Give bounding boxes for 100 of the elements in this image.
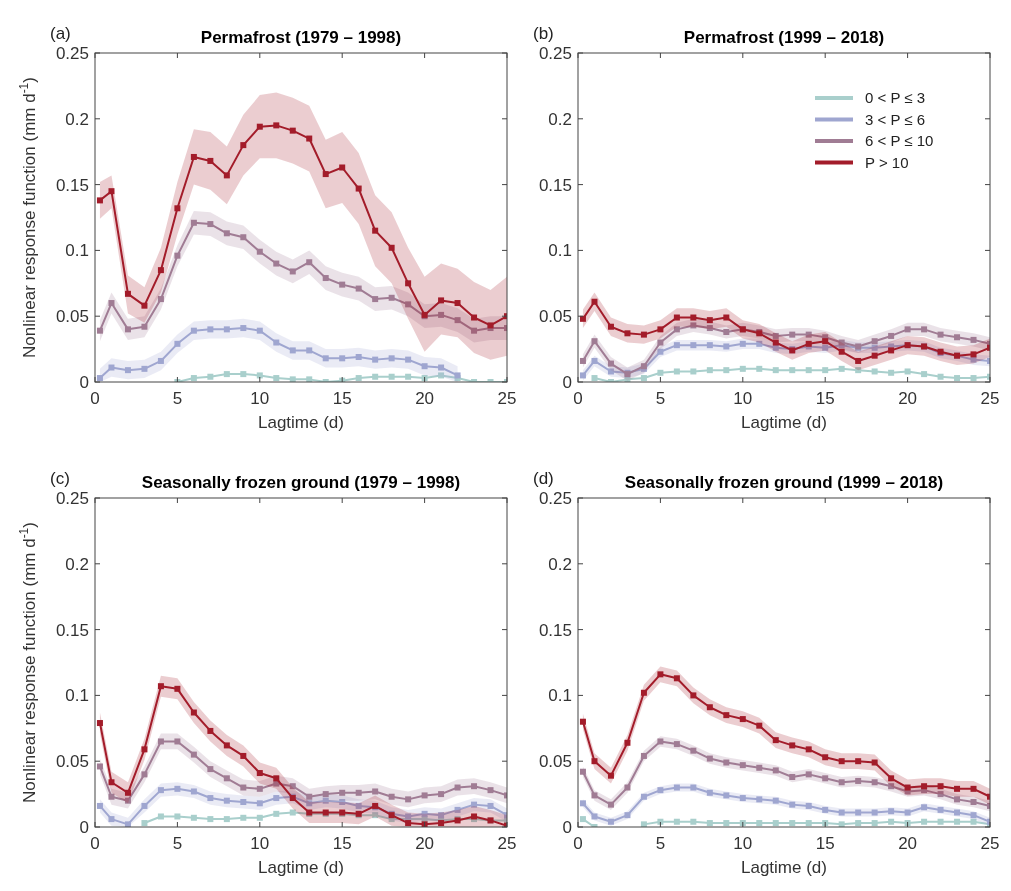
point: [756, 722, 763, 729]
point: [921, 818, 928, 825]
legend-label: 3 < P ≤ 6: [865, 110, 926, 128]
point: [937, 373, 944, 380]
point: [607, 368, 614, 375]
point: [838, 809, 845, 816]
point: [921, 371, 928, 378]
point: [157, 296, 164, 303]
point: [240, 371, 247, 378]
point: [471, 314, 478, 321]
point: [789, 801, 796, 808]
point: [657, 326, 664, 333]
point: [141, 365, 148, 372]
point: [289, 809, 296, 816]
point: [207, 727, 214, 734]
text: (a): [50, 24, 71, 43]
point: [355, 354, 362, 360]
y-tick-label: 0.15: [55, 175, 89, 195]
point: [640, 752, 647, 759]
chart-title: Permafrost (1979 – 1998): [200, 28, 402, 47]
point: [871, 344, 878, 351]
point: [289, 783, 296, 790]
point: [871, 820, 878, 827]
point: [190, 751, 197, 758]
point: [273, 260, 280, 267]
point: [240, 234, 247, 241]
point: [322, 791, 329, 798]
point: [174, 252, 181, 259]
point: [174, 685, 181, 692]
x-tick-label: 5: [172, 834, 183, 853]
point: [789, 773, 796, 780]
x-tick-label: 10: [250, 834, 270, 853]
point: [157, 267, 164, 274]
point: [405, 280, 412, 287]
point: [438, 791, 445, 798]
point: [240, 799, 247, 805]
point: [223, 371, 230, 378]
y-tick-label: 0.25: [538, 489, 572, 508]
y-tick-label: 0.05: [55, 307, 89, 327]
point: [256, 372, 263, 379]
point: [273, 375, 280, 382]
legend-label: P > 10: [865, 153, 909, 171]
point: [96, 802, 103, 809]
legend-label: 6 < P ≤ 10: [865, 132, 934, 149]
point: [322, 171, 329, 178]
point: [339, 789, 346, 796]
y-tick-label: 0.05: [55, 752, 89, 772]
point: [739, 365, 746, 372]
point: [108, 779, 115, 786]
point: [421, 792, 428, 799]
point: [256, 800, 263, 807]
x-tick-label: 20: [898, 834, 918, 853]
point: [174, 205, 181, 212]
point: [454, 300, 461, 307]
point: [657, 671, 664, 678]
point: [756, 340, 763, 347]
point: [591, 357, 598, 364]
point: [937, 783, 944, 790]
point: [256, 248, 263, 255]
point: [723, 314, 730, 321]
x-axis-title: Lagtime (d): [258, 413, 344, 432]
point: [723, 367, 730, 374]
point: [471, 801, 478, 808]
x-tick-label: 5: [655, 834, 666, 853]
point: [970, 351, 977, 358]
point: [405, 301, 412, 308]
point: [904, 784, 911, 791]
point: [739, 716, 746, 723]
point: [673, 818, 680, 825]
point: [372, 356, 379, 363]
point: [207, 221, 214, 228]
point: [174, 340, 181, 347]
point: [970, 375, 977, 382]
point: [690, 314, 697, 321]
x-axis-title: Lagtime (d): [741, 858, 827, 877]
point: [756, 365, 763, 372]
y-tick-label: 0: [562, 373, 572, 392]
y-tick-label: 0.1: [548, 686, 572, 706]
point: [789, 820, 796, 827]
point: [108, 188, 115, 195]
point: [306, 800, 313, 807]
point: [673, 741, 680, 748]
point: [805, 771, 812, 778]
point: [438, 364, 445, 371]
point: [372, 788, 379, 795]
point: [706, 342, 713, 349]
point: [888, 808, 895, 815]
point: [657, 787, 664, 794]
point: [954, 375, 961, 382]
point: [273, 795, 280, 802]
point: [855, 820, 862, 827]
point: [405, 820, 412, 827]
point: [471, 783, 478, 790]
point: [921, 326, 928, 333]
point: [306, 793, 313, 800]
text: (b): [533, 24, 554, 43]
point: [157, 683, 164, 690]
point: [454, 784, 461, 791]
point: [970, 785, 977, 792]
point: [756, 820, 763, 827]
